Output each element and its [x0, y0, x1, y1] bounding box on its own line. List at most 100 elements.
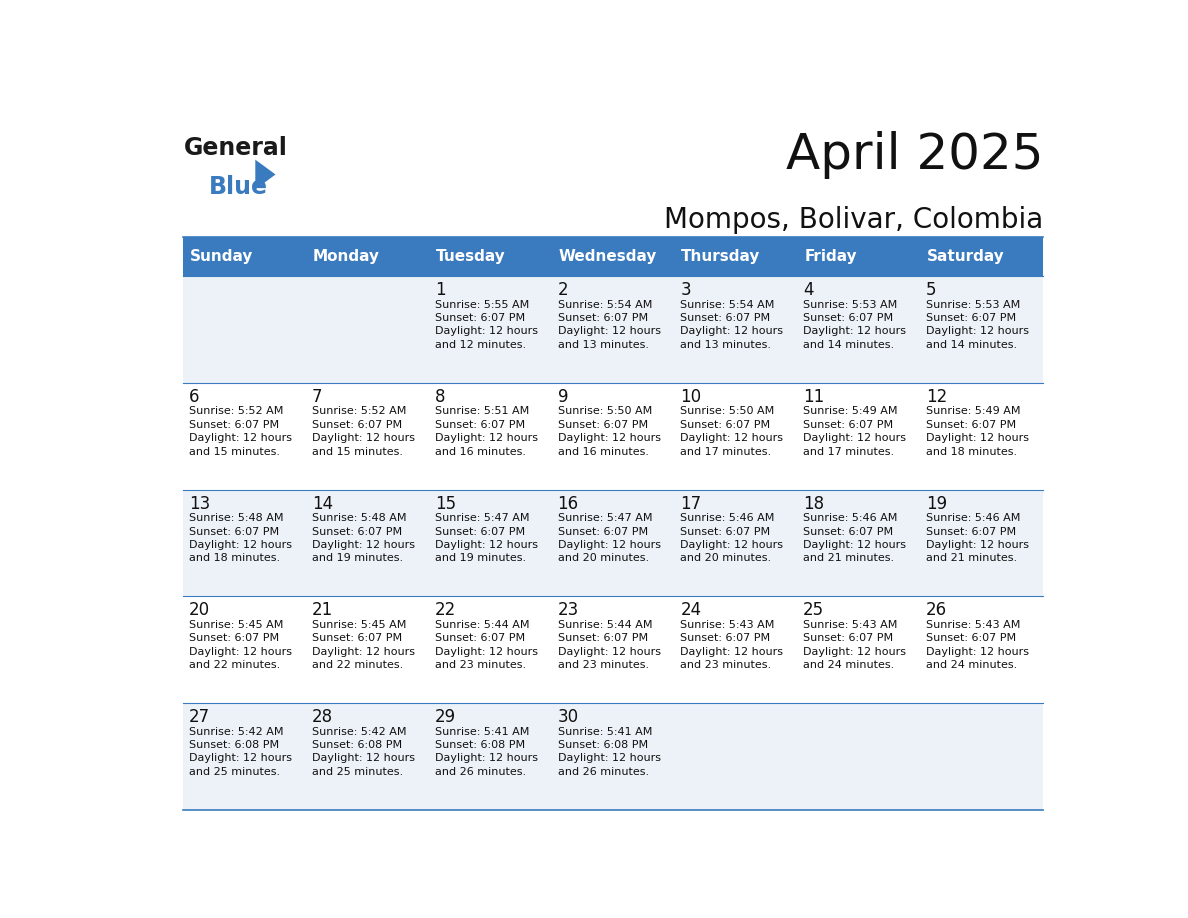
Text: and 16 minutes.: and 16 minutes.: [435, 447, 526, 456]
Text: and 17 minutes.: and 17 minutes.: [681, 447, 771, 456]
Text: Sunset: 6:07 PM: Sunset: 6:07 PM: [189, 527, 279, 536]
Text: Daylight: 12 hours: Daylight: 12 hours: [681, 327, 783, 337]
Text: Daylight: 12 hours: Daylight: 12 hours: [681, 540, 783, 550]
Text: Sunrise: 5:43 AM: Sunrise: 5:43 AM: [803, 620, 898, 630]
Text: Sunset: 6:07 PM: Sunset: 6:07 PM: [312, 527, 402, 536]
Bar: [429, 238, 552, 276]
Text: Sunset: 6:07 PM: Sunset: 6:07 PM: [435, 420, 525, 430]
Text: Daylight: 12 hours: Daylight: 12 hours: [927, 646, 1029, 656]
Text: Daylight: 12 hours: Daylight: 12 hours: [927, 433, 1029, 443]
Text: Sunset: 6:07 PM: Sunset: 6:07 PM: [557, 313, 647, 323]
Text: Sunrise: 5:41 AM: Sunrise: 5:41 AM: [435, 726, 529, 736]
Text: Daylight: 12 hours: Daylight: 12 hours: [312, 646, 415, 656]
Text: and 26 minutes.: and 26 minutes.: [435, 767, 526, 777]
Text: Sunrise: 5:44 AM: Sunrise: 5:44 AM: [557, 620, 652, 630]
Text: and 15 minutes.: and 15 minutes.: [189, 447, 280, 456]
Text: Daylight: 12 hours: Daylight: 12 hours: [557, 327, 661, 337]
Text: and 14 minutes.: and 14 minutes.: [803, 340, 895, 350]
Text: and 22 minutes.: and 22 minutes.: [312, 660, 403, 670]
Text: 16: 16: [557, 495, 579, 512]
Text: Daylight: 12 hours: Daylight: 12 hours: [312, 540, 415, 550]
Text: Daylight: 12 hours: Daylight: 12 hours: [681, 433, 783, 443]
Text: 2: 2: [557, 281, 568, 299]
Text: Sunset: 6:08 PM: Sunset: 6:08 PM: [435, 740, 525, 750]
Bar: [675, 238, 797, 276]
Text: Sunset: 6:07 PM: Sunset: 6:07 PM: [927, 527, 1016, 536]
Text: Sunset: 6:07 PM: Sunset: 6:07 PM: [435, 527, 525, 536]
Bar: [797, 238, 921, 276]
Text: 4: 4: [803, 281, 814, 299]
Text: Sunrise: 5:45 AM: Sunrise: 5:45 AM: [312, 620, 406, 630]
Text: Sunset: 6:07 PM: Sunset: 6:07 PM: [557, 633, 647, 644]
Text: and 24 minutes.: and 24 minutes.: [803, 660, 895, 670]
Text: and 25 minutes.: and 25 minutes.: [189, 767, 280, 777]
Text: Daylight: 12 hours: Daylight: 12 hours: [435, 327, 538, 337]
Text: Sunrise: 5:53 AM: Sunrise: 5:53 AM: [927, 299, 1020, 309]
Text: Daylight: 12 hours: Daylight: 12 hours: [312, 754, 415, 764]
Text: Sunrise: 5:44 AM: Sunrise: 5:44 AM: [435, 620, 529, 630]
Text: 7: 7: [312, 388, 322, 406]
Polygon shape: [255, 160, 276, 189]
Text: 24: 24: [681, 601, 702, 620]
Text: Sunset: 6:07 PM: Sunset: 6:07 PM: [803, 633, 893, 644]
Text: Sunrise: 5:48 AM: Sunrise: 5:48 AM: [189, 513, 284, 523]
Text: and 18 minutes.: and 18 minutes.: [189, 554, 280, 564]
Text: Sunday: Sunday: [190, 250, 253, 264]
Text: Daylight: 12 hours: Daylight: 12 hours: [927, 540, 1029, 550]
Text: Sunset: 6:07 PM: Sunset: 6:07 PM: [557, 527, 647, 536]
Text: General: General: [183, 136, 287, 160]
Text: Daylight: 12 hours: Daylight: 12 hours: [557, 754, 661, 764]
Text: 25: 25: [803, 601, 824, 620]
Text: Sunset: 6:07 PM: Sunset: 6:07 PM: [189, 633, 279, 644]
Text: Sunrise: 5:43 AM: Sunrise: 5:43 AM: [927, 620, 1020, 630]
Text: Daylight: 12 hours: Daylight: 12 hours: [557, 540, 661, 550]
Text: 15: 15: [435, 495, 456, 512]
Text: and 20 minutes.: and 20 minutes.: [557, 554, 649, 564]
Text: Blue: Blue: [209, 174, 268, 198]
Text: Sunrise: 5:54 AM: Sunrise: 5:54 AM: [681, 299, 775, 309]
Text: Sunrise: 5:41 AM: Sunrise: 5:41 AM: [557, 726, 652, 736]
Text: Sunrise: 5:49 AM: Sunrise: 5:49 AM: [803, 407, 898, 417]
Text: Sunset: 6:07 PM: Sunset: 6:07 PM: [681, 633, 771, 644]
Text: 14: 14: [312, 495, 333, 512]
Text: Sunrise: 5:52 AM: Sunrise: 5:52 AM: [189, 407, 284, 417]
Text: Daylight: 12 hours: Daylight: 12 hours: [557, 646, 661, 656]
Bar: [183, 383, 1043, 489]
Text: Mompos, Bolivar, Colombia: Mompos, Bolivar, Colombia: [664, 206, 1043, 233]
Text: 29: 29: [435, 708, 456, 726]
Text: 20: 20: [189, 601, 210, 620]
Text: and 21 minutes.: and 21 minutes.: [927, 554, 1017, 564]
Text: Sunset: 6:07 PM: Sunset: 6:07 PM: [681, 527, 771, 536]
Text: and 23 minutes.: and 23 minutes.: [557, 660, 649, 670]
Bar: [183, 276, 1043, 383]
Text: Daylight: 12 hours: Daylight: 12 hours: [435, 646, 538, 656]
Bar: [921, 238, 1043, 276]
Text: Sunset: 6:07 PM: Sunset: 6:07 PM: [681, 420, 771, 430]
Text: Daylight: 12 hours: Daylight: 12 hours: [803, 540, 906, 550]
Text: Sunrise: 5:42 AM: Sunrise: 5:42 AM: [189, 726, 284, 736]
Text: Sunset: 6:07 PM: Sunset: 6:07 PM: [927, 420, 1016, 430]
Text: Daylight: 12 hours: Daylight: 12 hours: [435, 540, 538, 550]
Text: Daylight: 12 hours: Daylight: 12 hours: [803, 327, 906, 337]
Text: Monday: Monday: [312, 250, 380, 264]
Text: and 13 minutes.: and 13 minutes.: [557, 340, 649, 350]
Text: Sunset: 6:07 PM: Sunset: 6:07 PM: [927, 633, 1016, 644]
Text: Sunrise: 5:46 AM: Sunrise: 5:46 AM: [803, 513, 898, 523]
Text: Thursday: Thursday: [682, 250, 760, 264]
Text: Sunrise: 5:43 AM: Sunrise: 5:43 AM: [681, 620, 775, 630]
Text: 11: 11: [803, 388, 824, 406]
Bar: [183, 597, 1043, 703]
Text: Daylight: 12 hours: Daylight: 12 hours: [435, 433, 538, 443]
Text: 3: 3: [681, 281, 691, 299]
Text: and 19 minutes.: and 19 minutes.: [312, 554, 403, 564]
Text: Daylight: 12 hours: Daylight: 12 hours: [189, 754, 292, 764]
Text: Daylight: 12 hours: Daylight: 12 hours: [189, 646, 292, 656]
Text: 19: 19: [927, 495, 947, 512]
Text: Daylight: 12 hours: Daylight: 12 hours: [803, 646, 906, 656]
Text: Sunrise: 5:52 AM: Sunrise: 5:52 AM: [312, 407, 406, 417]
Bar: [552, 238, 675, 276]
Text: 12: 12: [927, 388, 947, 406]
Text: 22: 22: [435, 601, 456, 620]
Text: Sunrise: 5:51 AM: Sunrise: 5:51 AM: [435, 407, 529, 417]
Text: and 16 minutes.: and 16 minutes.: [557, 447, 649, 456]
